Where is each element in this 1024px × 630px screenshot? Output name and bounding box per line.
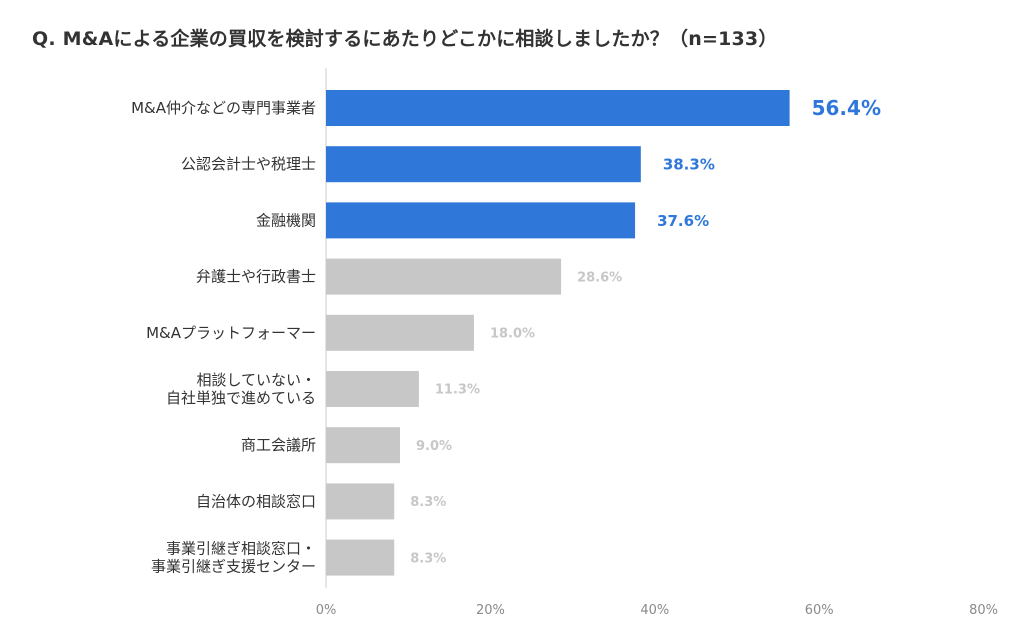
x-tick-label: 40% bbox=[640, 603, 669, 618]
value-label: 18.0% bbox=[490, 326, 535, 341]
category-label: 商工会議所 bbox=[241, 436, 316, 454]
bar bbox=[326, 427, 400, 464]
bar bbox=[326, 90, 790, 126]
bar bbox=[326, 539, 395, 576]
category-label: 自治体の相談窓口 bbox=[196, 492, 316, 510]
value-label: 8.3% bbox=[410, 551, 446, 566]
bar bbox=[326, 371, 419, 407]
value-label: 8.3% bbox=[410, 495, 446, 510]
x-tick-label: 20% bbox=[476, 603, 505, 618]
category-label: 弁護士や行政書士 bbox=[196, 268, 316, 286]
category-label: M&Aプラットフォーマー bbox=[146, 324, 316, 342]
bar bbox=[326, 202, 636, 239]
value-label: 38.3% bbox=[663, 156, 715, 174]
category-label: 事業引継ぎ相談窓口・事業引継ぎ支援センター bbox=[151, 540, 316, 576]
x-tick-label: 60% bbox=[805, 603, 834, 618]
bar bbox=[326, 146, 641, 183]
value-label: 37.6% bbox=[657, 212, 709, 230]
value-label: 28.6% bbox=[577, 270, 622, 285]
bar bbox=[326, 314, 474, 351]
category-label: 公認会計士や税理士 bbox=[181, 155, 316, 173]
x-tick-label: 0% bbox=[316, 603, 337, 618]
bar bbox=[326, 483, 395, 520]
category-label: 相談していない・自社単独で進めている bbox=[166, 371, 316, 407]
value-label: 56.4% bbox=[812, 96, 881, 120]
category-label: 金融機関 bbox=[256, 211, 316, 229]
chart-title: Q. M&Aによる企業の買収を検討するにあたりどこかに相談しましたか？（n=13… bbox=[32, 28, 778, 50]
category-label: M&A仲介などの専門事業者 bbox=[131, 99, 316, 117]
bar bbox=[326, 258, 562, 295]
x-tick-label: 80% bbox=[969, 603, 998, 618]
value-label: 9.0% bbox=[416, 439, 452, 454]
value-label: 11.3% bbox=[435, 383, 480, 398]
